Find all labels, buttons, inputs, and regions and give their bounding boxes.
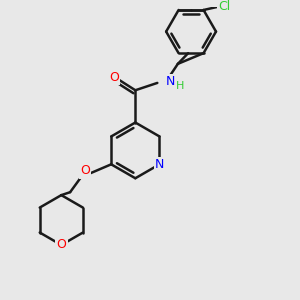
Text: O: O: [56, 238, 66, 251]
Text: O: O: [80, 164, 90, 177]
Text: N: N: [155, 158, 164, 171]
Text: N: N: [166, 75, 175, 88]
Text: H: H: [176, 81, 184, 92]
Text: Cl: Cl: [218, 0, 230, 13]
Text: O: O: [109, 71, 119, 84]
